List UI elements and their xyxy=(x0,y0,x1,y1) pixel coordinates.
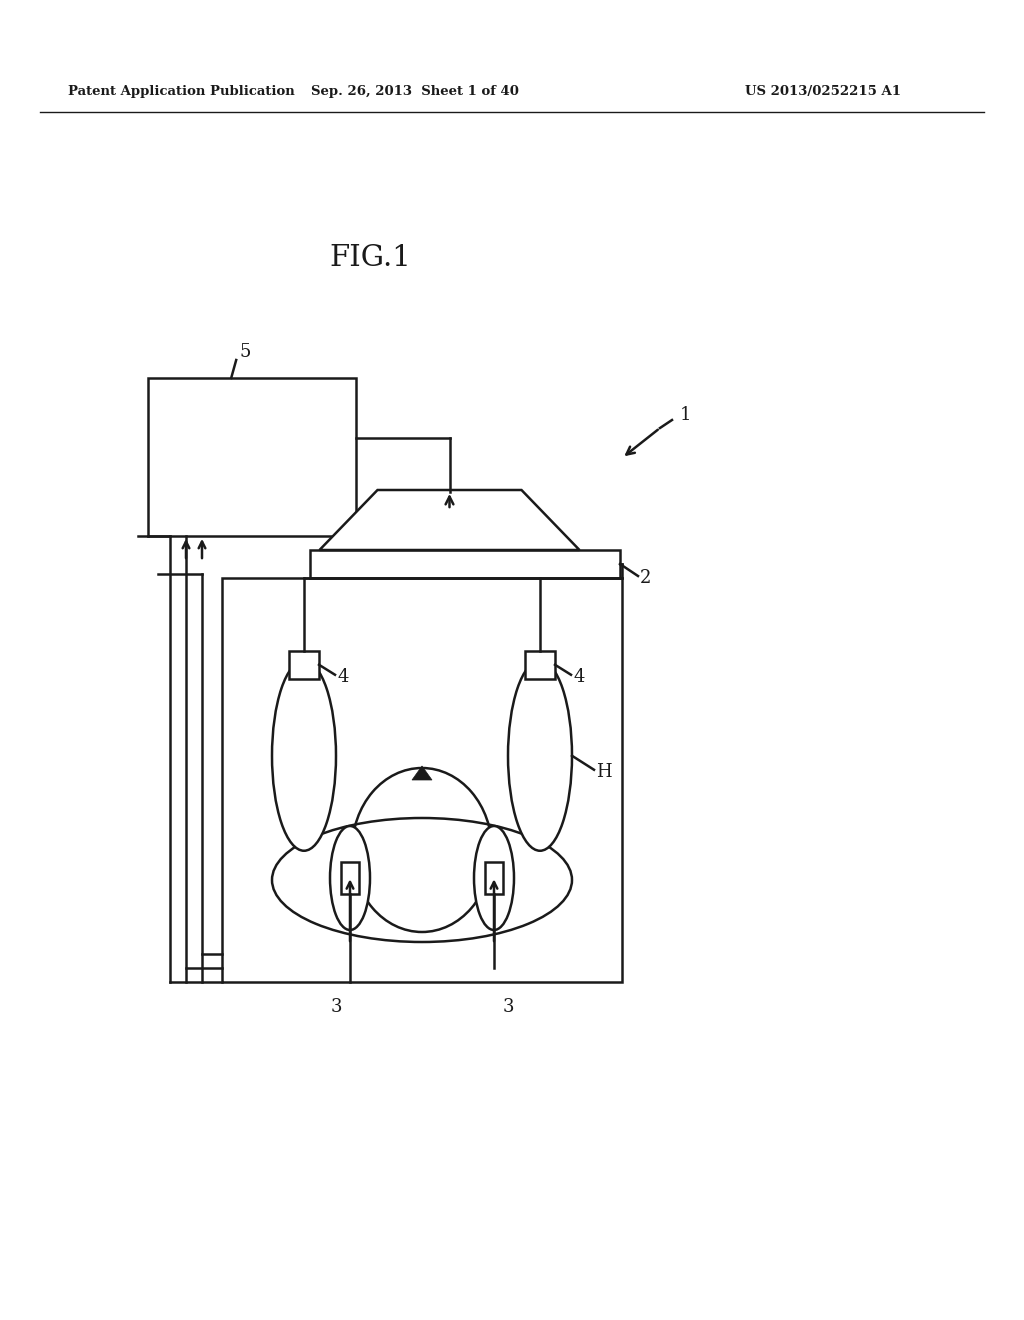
Text: 1: 1 xyxy=(680,407,691,424)
Ellipse shape xyxy=(474,826,514,931)
Text: 3: 3 xyxy=(502,998,514,1016)
Text: 4: 4 xyxy=(337,668,348,686)
Text: US 2013/0252215 A1: US 2013/0252215 A1 xyxy=(745,86,901,99)
Bar xyxy=(485,862,503,894)
Ellipse shape xyxy=(352,768,492,932)
Ellipse shape xyxy=(330,826,370,931)
Polygon shape xyxy=(319,490,580,550)
Bar xyxy=(289,651,319,678)
Text: 5: 5 xyxy=(240,343,251,360)
Bar xyxy=(525,651,555,678)
Text: FIG.1: FIG.1 xyxy=(329,244,411,272)
Text: 4: 4 xyxy=(573,668,585,686)
Bar xyxy=(148,378,356,536)
Polygon shape xyxy=(412,766,432,780)
Bar xyxy=(222,578,622,982)
Bar xyxy=(341,862,359,894)
Bar xyxy=(310,550,620,578)
Text: Sep. 26, 2013  Sheet 1 of 40: Sep. 26, 2013 Sheet 1 of 40 xyxy=(311,86,519,99)
Text: Patent Application Publication: Patent Application Publication xyxy=(68,86,295,99)
Text: 3: 3 xyxy=(331,998,342,1016)
Ellipse shape xyxy=(508,661,572,851)
Ellipse shape xyxy=(272,661,336,851)
Text: 2: 2 xyxy=(640,569,651,587)
Text: H: H xyxy=(596,763,611,780)
